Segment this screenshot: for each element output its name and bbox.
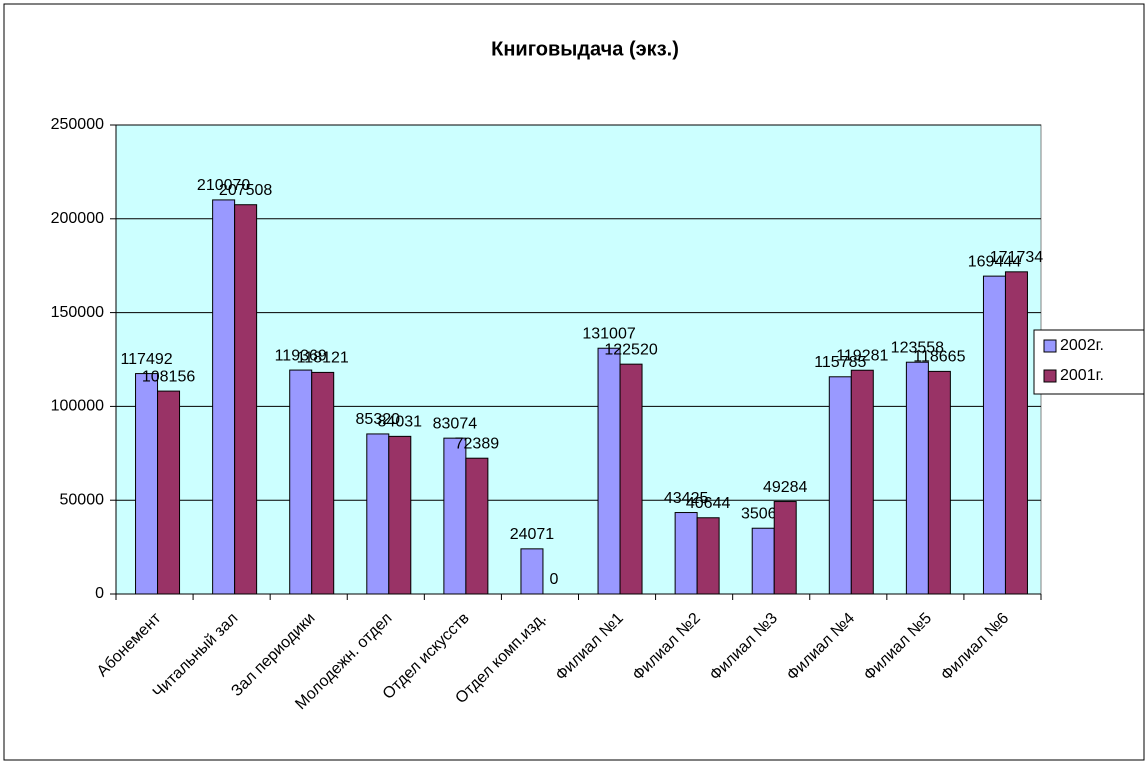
bar [619, 363, 643, 595]
legend-swatch [1043, 369, 1057, 383]
bar [135, 373, 159, 595]
y-tick-label: 0 [95, 585, 104, 602]
data-label: 115785 [814, 354, 866, 371]
bar [212, 199, 236, 595]
data-label: 207508 [219, 182, 272, 199]
data-label: 118121 [297, 350, 349, 367]
data-label: 43425 [664, 490, 709, 507]
bar [157, 390, 181, 595]
data-label: 83074 [433, 415, 478, 432]
data-label: 85320 [356, 411, 401, 428]
legend-label: 2002г. [1060, 337, 1104, 354]
data-label: 40644 [686, 495, 731, 512]
chart-title: Книговыдача (экз.) [491, 38, 679, 60]
y-tick-label: 150000 [51, 304, 104, 321]
data-label: 0 [550, 571, 559, 588]
bar [289, 369, 313, 595]
data-label: 131007 [582, 325, 635, 342]
bar [696, 517, 720, 595]
bar [905, 361, 929, 595]
bar [234, 204, 258, 595]
bar [520, 548, 544, 595]
data-label: 123558 [891, 339, 944, 356]
bar [982, 275, 1006, 595]
bar [443, 437, 467, 595]
data-label: 24071 [510, 526, 555, 543]
data-label: 122520 [604, 341, 657, 358]
bar [388, 435, 412, 595]
bar [927, 370, 951, 595]
data-label: 119281 [836, 347, 888, 364]
data-label: 108156 [142, 368, 195, 385]
bar [366, 433, 390, 595]
y-tick-label: 200000 [51, 210, 104, 227]
legend-label: 2001г. [1060, 367, 1104, 384]
bar [674, 512, 698, 595]
bar [850, 369, 874, 595]
data-label: 210070 [197, 177, 250, 194]
y-tick-label: 250000 [51, 116, 104, 133]
data-label: 118665 [913, 349, 965, 366]
y-tick-label: 100000 [51, 398, 104, 415]
data-label: 117492 [120, 351, 172, 368]
bar [1004, 271, 1028, 595]
bar [828, 376, 852, 595]
bar [751, 527, 775, 595]
bar [311, 371, 335, 595]
bar [597, 347, 621, 595]
data-label: 84031 [378, 414, 423, 431]
bar [773, 501, 797, 595]
y-tick-label: 50000 [60, 491, 105, 508]
data-label: 171734 [990, 249, 1043, 266]
data-label: 119369 [275, 347, 327, 364]
legend-swatch [1043, 339, 1057, 353]
data-label: 49284 [763, 479, 808, 496]
bar [465, 457, 489, 595]
data-label: 169444 [968, 253, 1021, 270]
plot-area [115, 124, 1042, 595]
data-label: 72389 [455, 435, 500, 452]
